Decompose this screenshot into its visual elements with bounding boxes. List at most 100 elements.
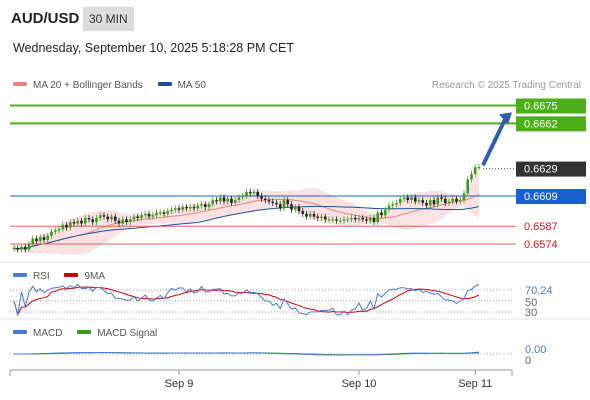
currency-pair-title: AUD/USD [11,10,80,27]
candle-body [91,219,95,223]
rsi-ma-label: 9MA [84,271,106,282]
legend-ma20: MA 20 + Bollinger Bands [13,80,143,91]
price-level-label: 0.6675 [524,100,558,112]
candle-body [338,220,342,222]
candle-body [383,209,387,216]
candle-body [308,213,312,217]
candle-body [196,205,200,209]
candle-body [372,217,376,223]
candle-body [436,197,440,205]
candle-body [425,202,428,206]
candle-body [368,217,372,221]
x-tick-label: Sep 10 [342,378,377,390]
candle-body [395,202,398,205]
macd-value-label: 0.00 [525,344,546,356]
ma50-label: MA 50 [177,80,206,91]
candle-body [346,219,350,221]
candle-body [203,204,207,207]
candle-body [166,211,170,214]
candle-body [102,215,106,217]
candle-body [252,191,256,194]
candle-body [106,216,110,220]
candle-body [95,217,98,223]
macd-label: MACD [33,328,63,339]
candle-body [200,204,203,206]
candle-body [466,179,470,194]
candle-body [158,212,162,214]
forecast-arrow-head [499,112,512,125]
candle-body [140,215,143,218]
x-tick-label: Sep 9 [165,378,194,390]
rsi-level-label: 50 [525,297,537,309]
candle-body [331,219,335,221]
candle-body [125,219,128,223]
price-label-box [516,161,586,177]
x-tick-label: Sep 11 [458,378,492,390]
candle-body [151,215,155,217]
candle-body [256,191,260,197]
candle-body [72,222,76,224]
candle-body [215,200,218,202]
forecast-arrow-shaft [481,116,508,167]
candle-body [192,206,196,209]
interval-button[interactable]: 30 MIN [83,7,134,31]
price-label-box [516,98,586,114]
candle-body [110,216,113,220]
candle-body [57,228,61,231]
candle-body [451,198,455,202]
price-level-label: 0.6609 [524,191,558,203]
candle-body [207,204,211,207]
chart-header: AUD/USD 30 MIN Wednesday, September 10, … [0,0,590,70]
candle-body [440,197,443,199]
candle-body [211,200,215,205]
candle-body [443,198,447,203]
candle-body [241,196,245,198]
candle-body [233,200,237,203]
candle-body [361,217,365,220]
macd-signal-label: MACD Signal [97,328,158,339]
candle-body [290,204,293,210]
candle-body [226,198,230,202]
candle-body [406,197,410,201]
candle-body [128,219,132,223]
candle-body [65,224,68,228]
rsi-swatch [13,273,27,278]
candle-body [470,174,473,180]
candle-body [117,220,121,224]
candle-body [275,202,278,205]
candle-body [301,211,305,214]
candle-body [398,198,402,203]
candle-body [87,217,91,220]
candle-body [76,220,80,224]
candle-body [68,222,72,228]
candle-body [237,197,241,201]
candle-body [53,230,57,232]
candle-body [305,213,308,217]
candle-body [35,238,38,242]
candle-body [462,193,466,201]
candle-body [121,219,125,224]
candle-body [428,200,432,206]
candle-body [417,200,421,202]
ma50-swatch [157,82,172,87]
candle-body [320,216,323,218]
rsi-level-label: 30 [525,307,537,319]
candle-body [222,197,226,202]
ma20-label: MA 20 + Bollinger Bands [33,80,143,91]
candle-body [477,167,481,169]
rsi-level-label: 70.24 [525,285,553,297]
candle-body [61,224,65,229]
rsi-legend: RSI 9MA [13,271,117,282]
candle-body [421,200,425,203]
candle-body [473,167,477,175]
candle-body [185,206,188,209]
candle-body [312,213,316,217]
ma20-swatch [13,82,27,87]
macd-swatch [13,330,27,335]
candle-body [432,200,436,205]
candle-body [113,216,117,221]
candle-body [20,246,23,250]
candle-body [188,206,192,209]
candle-body [342,219,346,221]
